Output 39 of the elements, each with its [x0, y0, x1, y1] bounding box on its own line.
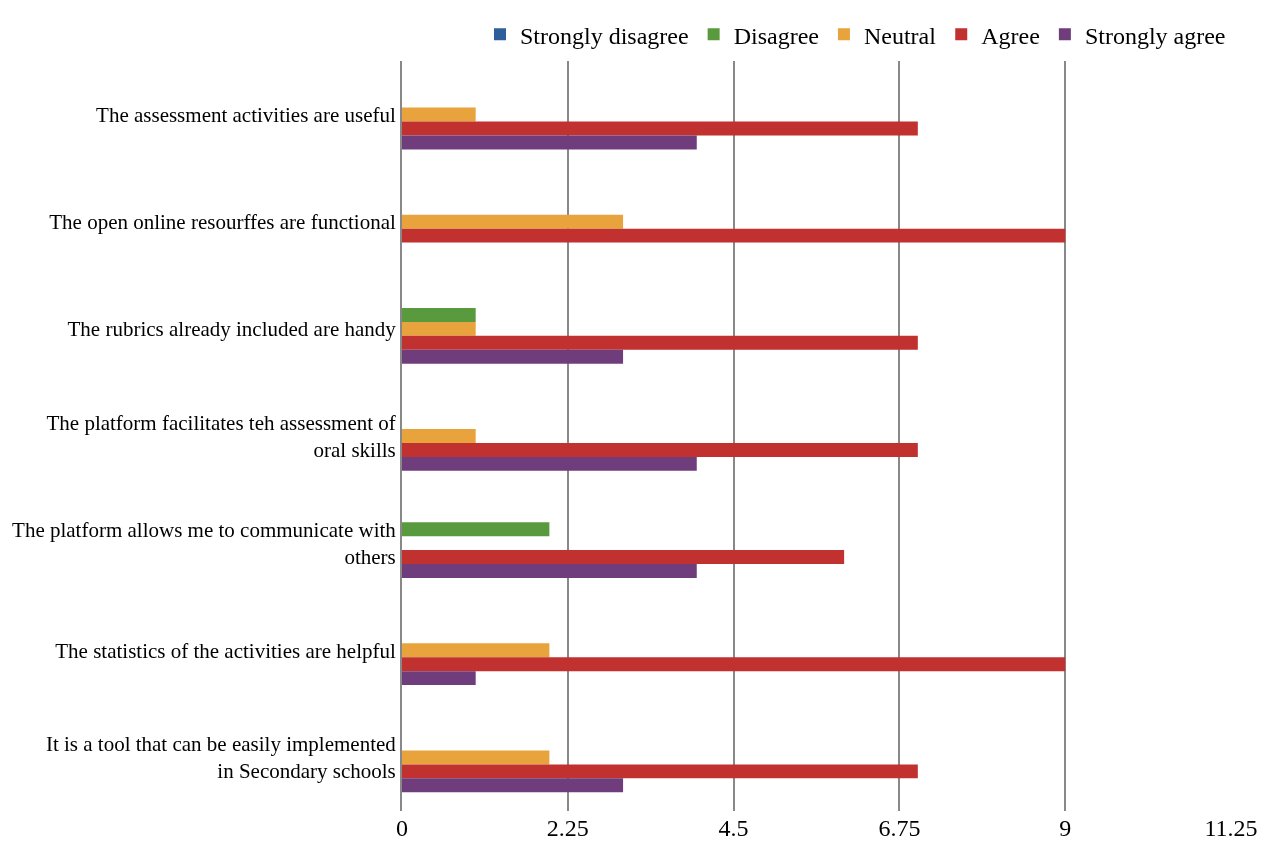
bar	[402, 107, 476, 122]
y-tick-label: The rubrics already included are handy	[67, 317, 397, 342]
x-tick-label: 11.25	[1204, 815, 1258, 841]
bar	[402, 550, 845, 565]
y-tick-label: The platform facilitates teh assessment of oral skills	[46, 410, 396, 462]
bar	[402, 321, 476, 336]
x-tick-label: 6.75	[878, 815, 921, 841]
bar	[402, 442, 918, 457]
bar	[402, 564, 697, 578]
x-tick-label: 0	[396, 815, 408, 841]
y-tick-label: The platform allows me to communicate with others	[12, 517, 397, 570]
legend-label: Neutral	[863, 22, 937, 49]
bar	[402, 214, 624, 229]
y-tick-label: The open online resourffes are functional	[49, 210, 396, 235]
bar	[402, 307, 476, 322]
bar	[402, 456, 697, 471]
bar	[402, 228, 1066, 243]
y-tick-label: The statistics of the activities are helpful	[55, 638, 396, 663]
bar	[402, 429, 476, 443]
y-tick-label: It is a tool that can be easily implemented in Secondary schools	[45, 732, 397, 784]
legend-label: Strongly agree	[1084, 22, 1226, 49]
legend-label: Agree	[981, 22, 1040, 49]
bar	[402, 522, 550, 537]
bar	[402, 750, 550, 765]
legend-label: Disagree	[733, 22, 819, 49]
bar	[402, 135, 697, 150]
bar	[402, 657, 1066, 672]
x-tick-label: 4.5	[718, 815, 749, 841]
y-tick-label: The assessment activities are useful	[96, 102, 396, 127]
bar	[402, 349, 624, 364]
x-tick-label: 2.25	[546, 815, 589, 841]
bar	[402, 121, 918, 136]
bar	[402, 671, 476, 686]
bar	[402, 335, 918, 350]
bar	[402, 643, 550, 658]
x-tick-label: 9	[1059, 815, 1072, 841]
legend-label: Strongly disagree	[520, 22, 689, 49]
bar	[402, 778, 624, 793]
bar	[402, 764, 918, 779]
